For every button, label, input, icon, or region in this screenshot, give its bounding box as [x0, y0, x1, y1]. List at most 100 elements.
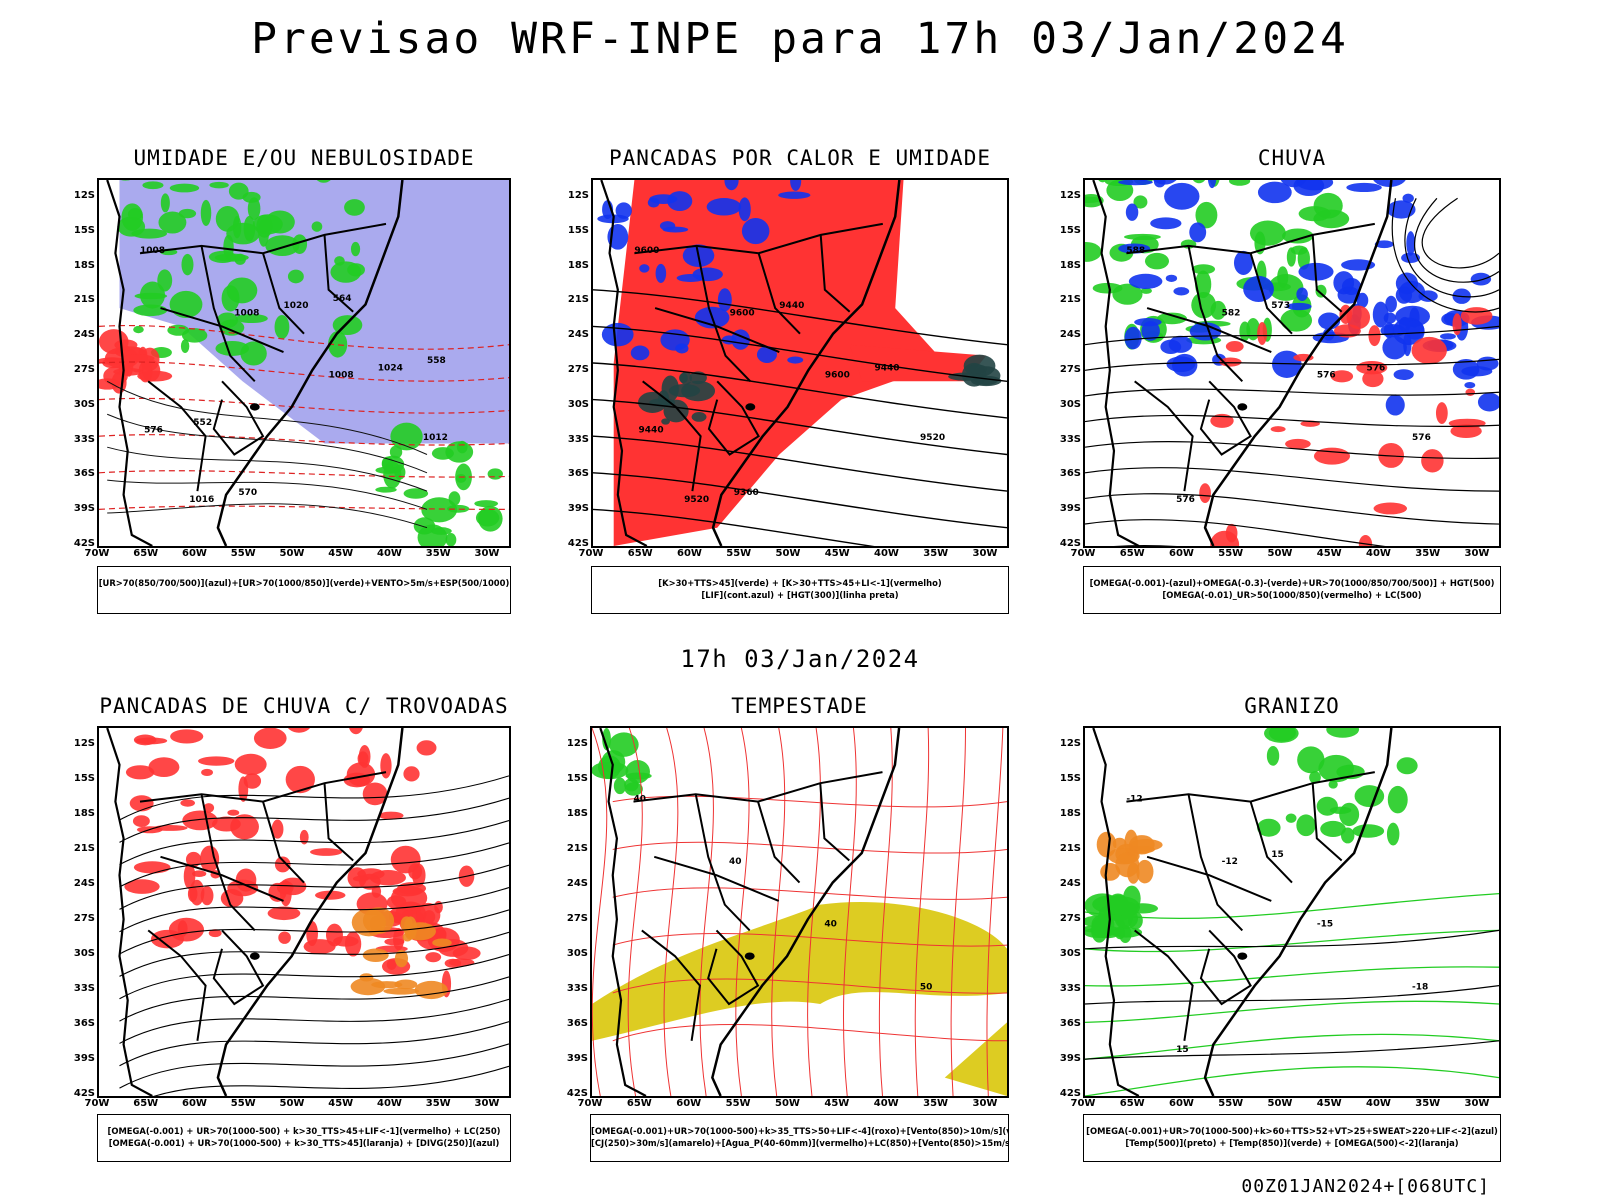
green-cell	[1123, 233, 1161, 241]
lon-tick-label: 55W	[1218, 1098, 1244, 1109]
lat-tick-label: 30S	[567, 398, 589, 410]
green-cell	[1286, 247, 1296, 267]
green-cell	[1315, 284, 1327, 298]
lon-tick-label: 40W	[1366, 1098, 1391, 1109]
lake	[1237, 952, 1248, 960]
lat-tick-label: 42S	[1059, 1088, 1081, 1099]
legend-box: [UR>70(850/700/500)](azul)+[UR>70(1000/8…	[97, 566, 511, 614]
high-contour	[1405, 198, 1499, 297]
lat-tick-label: 39S	[567, 503, 589, 515]
green-contour-cell	[1326, 728, 1360, 738]
green-cell	[625, 772, 652, 780]
red-cell	[1373, 502, 1408, 515]
lat-tick-label: 33S	[73, 983, 95, 994]
geopotential-contour	[1085, 468, 1499, 491]
orange-cell	[394, 979, 418, 990]
red-cell	[137, 370, 173, 382]
lat-tick-label: 12S	[1059, 190, 1081, 201]
precipitable-water-contour	[628, 728, 642, 1096]
lon-tick-label: 40W	[1366, 548, 1391, 559]
temp850-contour	[1085, 894, 1499, 919]
green-cell	[1085, 242, 1102, 262]
lat-tick-label: 18S	[73, 808, 95, 819]
state-border	[820, 783, 849, 860]
lon-tick-label: 30W	[972, 1098, 998, 1109]
green-contour-cell	[158, 211, 187, 234]
red-cell	[378, 811, 404, 820]
green-cell	[601, 750, 626, 774]
red-cell	[185, 851, 202, 868]
legend-box: [OMEGA(-0.001)+UR>70(1000-500)+k>35_TTS>…	[590, 1114, 1009, 1162]
streamline	[120, 977, 510, 1021]
geopotential-contour	[1085, 359, 1499, 370]
contour-label: 40	[634, 795, 647, 805]
red-cell	[235, 868, 257, 892]
legend-box: [OMEGA(-0.001) + UR>70(1000-500) + k>30_…	[97, 1114, 511, 1162]
high-contour	[1422, 198, 1499, 268]
lat-tick-label: 33S	[1059, 433, 1081, 445]
contour-label: 576	[144, 426, 163, 436]
state-border	[263, 253, 304, 334]
blue-cell	[1243, 275, 1274, 302]
green-cell	[1085, 196, 1103, 203]
lon-tick-label: 55W	[230, 548, 256, 559]
blue-cell	[1286, 302, 1312, 311]
lat-tick-label: 36S	[567, 468, 589, 480]
contour-label: 9600	[825, 371, 850, 381]
green-contour-cell	[1114, 926, 1126, 940]
state-border	[161, 308, 284, 352]
state-border	[1251, 802, 1292, 883]
red-cell	[133, 861, 171, 874]
lon-tick-label: 55W	[726, 548, 752, 559]
red-cell	[271, 819, 284, 839]
green-contour-cell	[1328, 780, 1338, 789]
lon-tick-label: 50W	[775, 1098, 800, 1109]
lon-tick-label: 40W	[377, 548, 402, 559]
lon-tick-label: 65W	[133, 548, 159, 559]
blue-cell	[1373, 180, 1406, 187]
lat-tick-label: 27S	[73, 364, 95, 375]
lif-contour-cell	[778, 191, 811, 199]
red-cell	[276, 881, 294, 895]
lat-tick-label: 42S	[73, 538, 95, 549]
lat-tick-label: 33S	[566, 983, 588, 994]
map-frame: 9600 9600 9600 9520 9520 9440 9440 9440 9360	[591, 178, 1009, 548]
green-cell	[1140, 287, 1152, 294]
state-border	[202, 246, 255, 381]
legend-line: [OMEGA(-0.001) + UR>70(1000-500) + k>30_…	[108, 1138, 500, 1148]
lif-contour-cell	[630, 345, 650, 361]
teal-cell	[661, 375, 679, 402]
red-cell	[287, 728, 310, 733]
red-cell	[1421, 449, 1444, 473]
orange-cell	[1136, 859, 1154, 884]
pressure-contour	[107, 447, 427, 491]
green-contour-cell	[142, 181, 164, 190]
state-border	[634, 772, 883, 801]
green-contour-cell	[169, 290, 203, 318]
blue-cell	[1440, 333, 1456, 340]
red-cell	[132, 815, 150, 827]
state-border	[643, 381, 701, 491]
blue-cell	[1165, 274, 1178, 282]
state-border	[161, 857, 284, 901]
red-cell	[1285, 438, 1311, 449]
blue-cell	[1470, 272, 1492, 286]
blue-cell	[1280, 180, 1307, 188]
lat-tick-label: 39S	[1059, 1053, 1081, 1064]
green-contour-cell	[209, 181, 229, 189]
red-cell	[344, 931, 362, 957]
lat-tick-label: 24S	[73, 878, 95, 889]
state-border	[1147, 308, 1271, 352]
blue-cell	[1476, 356, 1499, 371]
green-cell	[1249, 220, 1286, 246]
lat-tick-label: 21S	[1059, 843, 1081, 854]
red-cell	[349, 728, 363, 735]
green-contour-cell	[430, 527, 452, 535]
mid-title: 17h 03/Jan/2024	[680, 645, 920, 673]
blue-cell	[1464, 381, 1476, 389]
lif-contour-cell	[756, 346, 777, 363]
green-cell	[613, 777, 627, 795]
geopotential-contour	[1085, 494, 1499, 524]
lon-tick-label: 50W	[775, 548, 801, 559]
hgt-contour	[593, 509, 1007, 546]
